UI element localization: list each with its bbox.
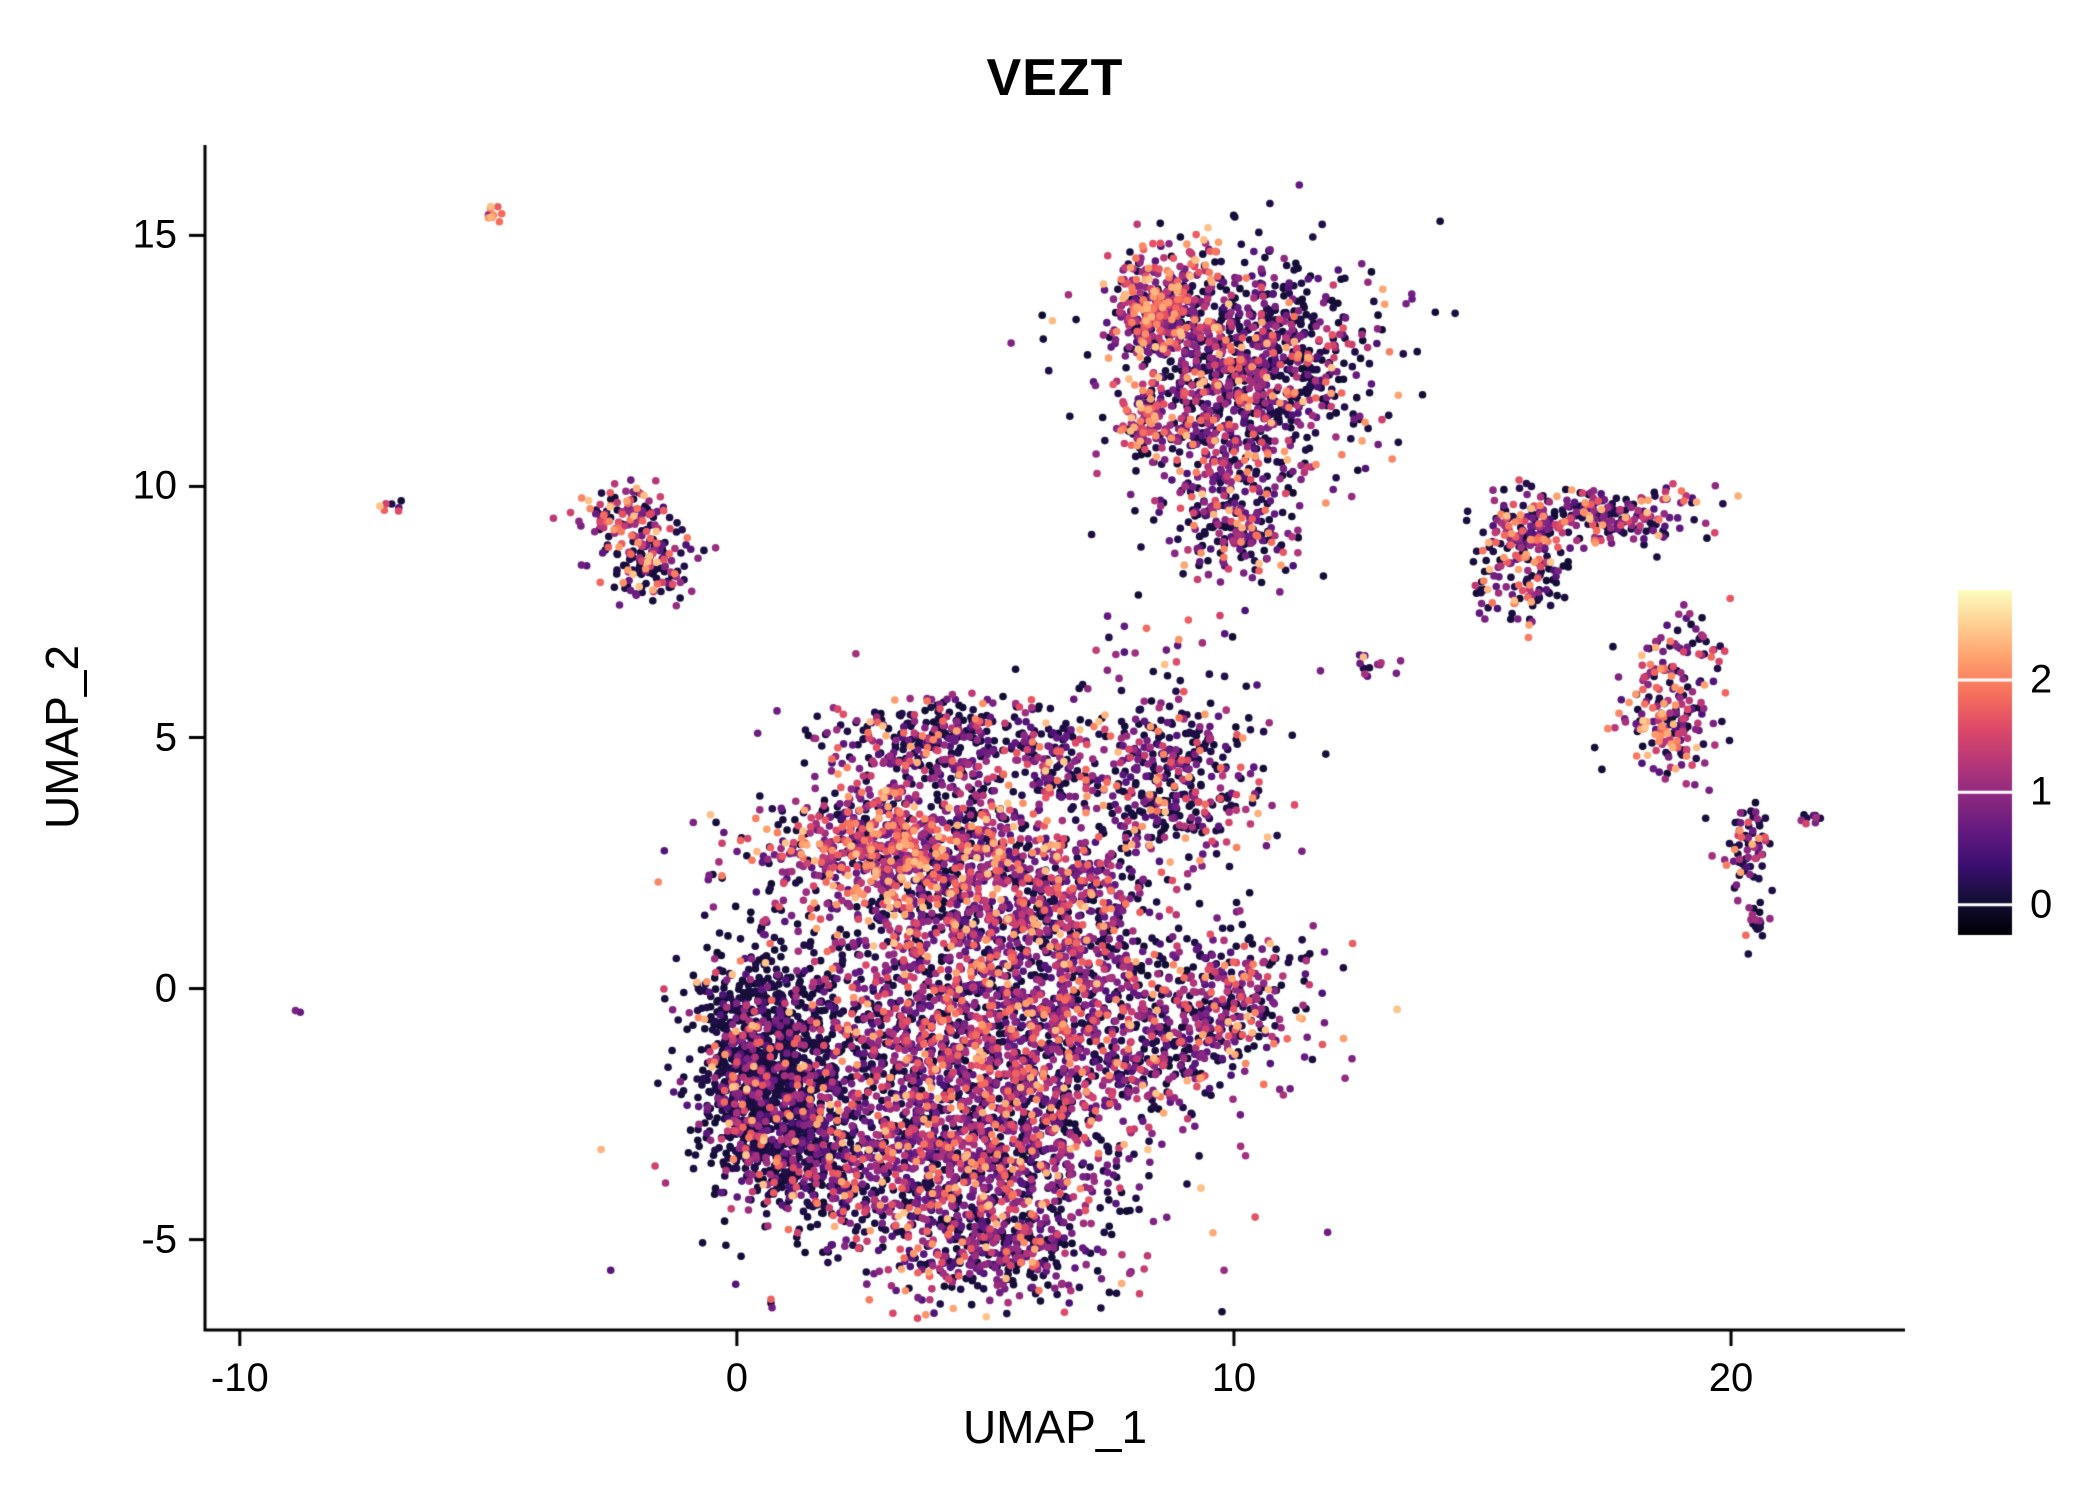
y-tick-label: 10 (132, 463, 178, 508)
y-axis-label: UMAP_2 (36, 644, 88, 830)
x-axis-label: UMAP_1 (962, 1401, 1148, 1453)
y-tick-label: -5 (141, 1217, 177, 1262)
colorbar-tick-label: 1 (2030, 769, 2053, 814)
y-tick-label: 0 (154, 966, 177, 1011)
x-tick-label: 0 (725, 1356, 748, 1400)
x-tick-label: 10 (1211, 1356, 1257, 1400)
y-tick-label: 15 (132, 212, 178, 257)
y-tick-label: 5 (154, 715, 177, 759)
x-tick-label: -10 (210, 1356, 269, 1400)
plot-title: VEZT (986, 49, 1124, 107)
x-tick-label: 20 (1708, 1356, 1754, 1400)
colorbar-tick-label: 2 (2030, 657, 2053, 702)
colorbar-tick-label: 0 (2030, 882, 2053, 927)
